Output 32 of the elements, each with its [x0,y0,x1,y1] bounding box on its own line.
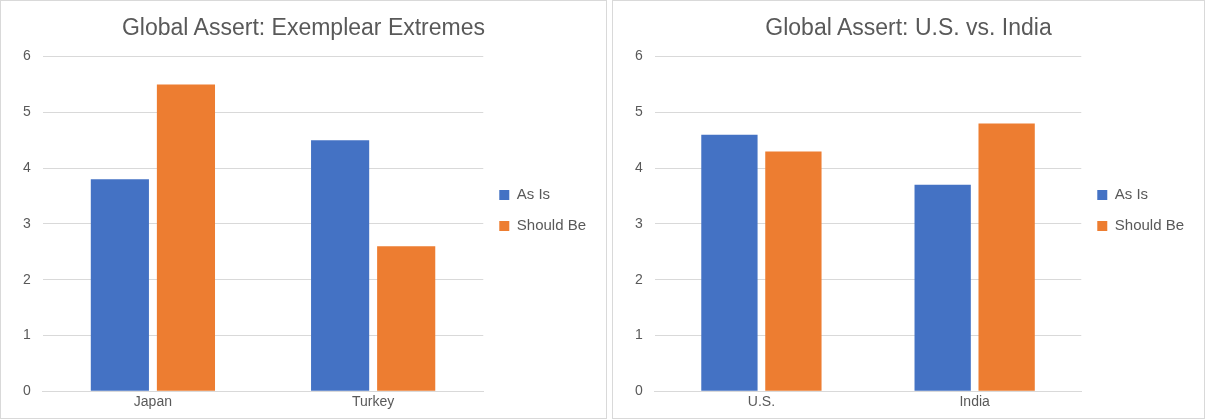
y-tick-label: 5 [22,103,31,120]
y-tick-label: 1 [22,326,31,343]
chart-title: Global Assert: Exemplear Extremes [121,14,486,41]
legend-label: As Is [1114,185,1149,203]
y-tick-label: 1 [634,326,643,343]
y-tick-label: 2 [634,270,643,287]
y-tick-label: 5 [634,103,643,120]
y-tick-label: 4 [22,158,31,175]
x-tick-label: Turkey [352,393,395,410]
y-tick-label: 2 [22,270,31,287]
bar [377,246,436,391]
bar [765,151,822,391]
y-tick-label: 4 [634,158,643,175]
y-tick-label: 3 [634,214,643,231]
y-tick-label: 3 [22,214,31,231]
y-tick-label: 0 [22,382,31,399]
bar [90,179,149,391]
bar [914,184,971,391]
bar [156,84,216,391]
bar [701,134,758,391]
bar [978,123,1035,391]
y-tick-label: 6 [22,47,31,64]
x-tick-label: India [959,393,991,410]
legend-label: As Is [516,185,551,203]
bar [311,140,370,391]
chart-title: Global Assert: U.S. vs. India [765,14,1052,41]
y-tick-label: 6 [634,47,643,64]
x-tick-label: Japan [133,393,172,410]
legend-label: Should Be [1114,216,1185,234]
y-tick-label: 0 [634,382,643,399]
legend-label: Should Be [516,216,587,234]
x-tick-label: U.S. [747,393,776,410]
